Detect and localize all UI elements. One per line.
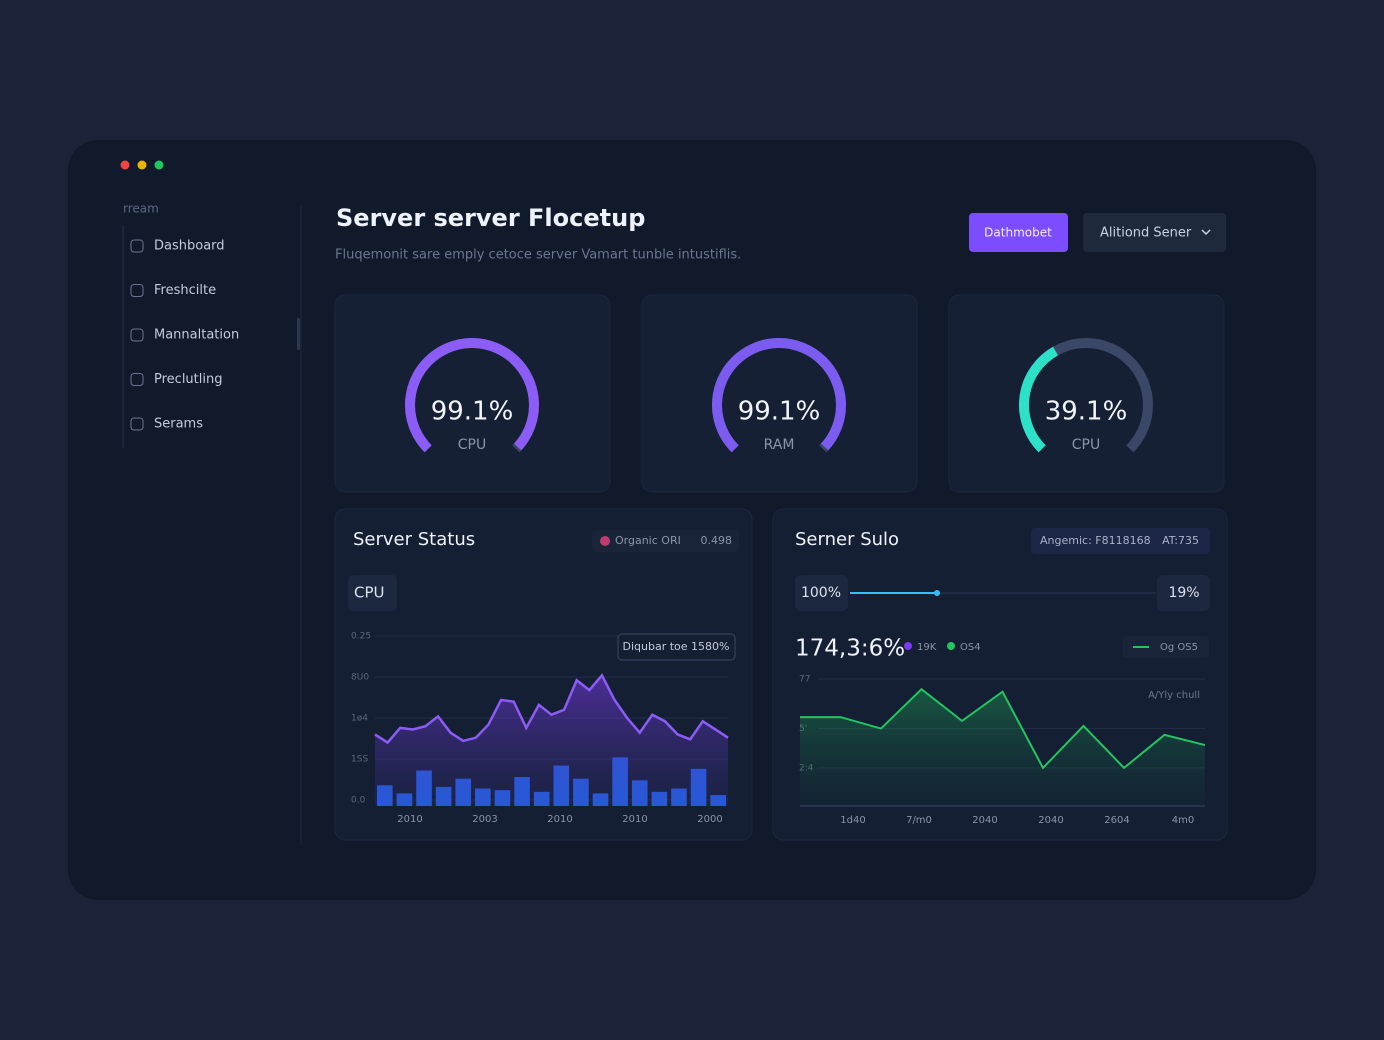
- legend-label: OS4: [960, 642, 981, 653]
- x-tick-label: 7/m0: [906, 815, 932, 826]
- slider-thumb[interactable]: [934, 590, 940, 596]
- line: [374, 673, 729, 745]
- range-min: 100%: [801, 585, 841, 601]
- nav-icon: [130, 239, 144, 253]
- gauge-label: CPU: [458, 437, 486, 453]
- x-tick-label: 2604: [1104, 815, 1129, 826]
- y-tick-label: 1ø4: [351, 714, 368, 724]
- y-tick-label: 77: [799, 675, 810, 685]
- page-subtitle: Fluqemonit sare emply cetoce server Vama…: [335, 248, 741, 263]
- x-tick-label: 4m0: [1172, 815, 1194, 826]
- range-max: 19%: [1168, 585, 1199, 601]
- range-max-box: [1157, 575, 1210, 611]
- gauge-arc: [1019, 346, 1059, 453]
- legend-label: 19K: [917, 642, 937, 653]
- area: [800, 689, 1205, 806]
- legend-box: [592, 530, 739, 552]
- primary-button[interactable]: [969, 213, 1068, 252]
- nav-icon: [130, 417, 144, 431]
- nav-icon: [130, 328, 144, 342]
- sidebar-heading: rream: [123, 202, 159, 216]
- nav-item[interactable]: Serams: [154, 417, 203, 432]
- y-tick-label: 0.0: [351, 796, 366, 806]
- tab[interactable]: [348, 575, 397, 611]
- dropdown[interactable]: [1083, 213, 1226, 252]
- x-tick-label: 1d40: [840, 815, 865, 826]
- badge: [1031, 528, 1210, 554]
- scroll-indicator: [297, 318, 300, 350]
- y-tick-label: 0.25: [351, 632, 371, 642]
- legend-dot: [947, 642, 955, 650]
- legend-label: Organic ORI: [615, 534, 681, 547]
- gauge-card: [948, 294, 1225, 493]
- window-dot: [120, 160, 130, 170]
- gauge-label: CPU: [1072, 437, 1100, 453]
- gauge-arc: [712, 338, 846, 453]
- x-tick-label: 2010: [397, 814, 422, 825]
- gauge-arc: [405, 338, 539, 453]
- panel-title: Server Status: [353, 529, 475, 550]
- area: [375, 675, 728, 806]
- legend-box: [1123, 636, 1209, 658]
- window-dot: [137, 160, 147, 170]
- gauge-label: RAM: [764, 437, 795, 453]
- nav-item[interactable]: Dashboard: [154, 239, 225, 254]
- nav-item[interactable]: Freshcilte: [154, 283, 216, 298]
- nav-item[interactable]: Mannaltation: [154, 328, 239, 343]
- y-tick-label: 1SS: [351, 755, 368, 765]
- total-value: 174,3:6%: [795, 636, 905, 662]
- dropdown-label[interactable]: Alitiond Sener: [1100, 226, 1192, 241]
- window-dot: [154, 160, 164, 170]
- badge-label: Angemic: F8118168: [1040, 534, 1151, 547]
- legend-label: Og OS5: [1160, 642, 1198, 653]
- gauge-card: [334, 294, 611, 493]
- primary-button-label[interactable]: Dathmobet: [984, 226, 1052, 240]
- gauge-value: 99.1%: [431, 397, 514, 427]
- x-tick-label: 2040: [1038, 815, 1063, 826]
- nav-icon: [130, 373, 144, 386]
- gauge-card: [641, 294, 918, 493]
- badge-value: AT:735: [1162, 534, 1199, 547]
- nav-item[interactable]: Preclutling: [154, 372, 222, 387]
- x-tick-label: 2010: [622, 814, 647, 825]
- x-tick-label: 2000: [697, 814, 722, 825]
- legend-value: 0.498: [701, 534, 733, 547]
- tab-label[interactable]: CPU: [354, 584, 385, 602]
- dropdown-chevron: [1201, 229, 1211, 236]
- x-tick-label: 2010: [547, 814, 572, 825]
- line: [800, 687, 1206, 770]
- gauge-value: 99.1%: [738, 397, 821, 427]
- page-title: Server server Flocetup: [336, 204, 645, 232]
- legend-dot: [904, 642, 912, 650]
- tooltip: [617, 633, 736, 661]
- nav-icon: [130, 284, 144, 297]
- panel-title: Serner Sulo: [795, 529, 899, 550]
- x-tick-label: 2003: [472, 814, 497, 825]
- gauge-value: 39.1%: [1045, 397, 1128, 427]
- legend-dot: [600, 536, 610, 546]
- y-tick-label: 8U0: [351, 673, 369, 683]
- x-tick-label: 2040: [972, 815, 997, 826]
- range-min-box: [795, 575, 848, 611]
- tooltip-label: Diqubar toe 1580%: [623, 640, 730, 653]
- chart-note: A/Yly chull: [1148, 690, 1200, 701]
